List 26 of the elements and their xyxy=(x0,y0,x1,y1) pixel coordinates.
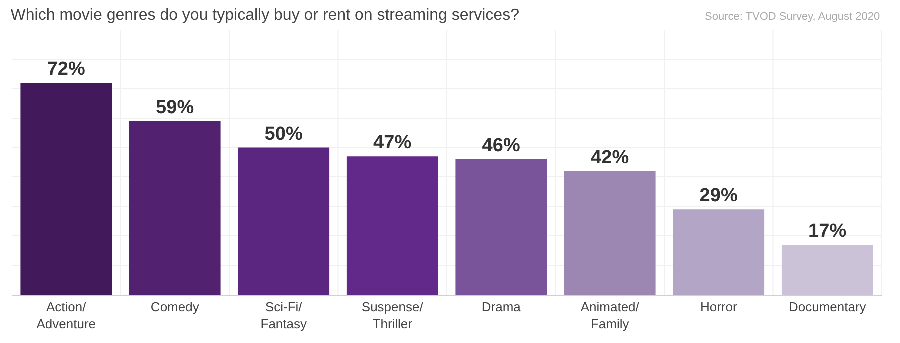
source-note: Source: TVOD Survey, August 2020 xyxy=(705,11,880,23)
data-label: 29% xyxy=(700,186,738,207)
data-label: 47% xyxy=(374,132,412,154)
x-tick-label: Comedy xyxy=(150,300,200,315)
data-label: 46% xyxy=(482,136,520,157)
x-tick-label: Sci-Fi/ Fantasy xyxy=(260,300,308,332)
bar xyxy=(564,171,656,295)
bar xyxy=(456,160,548,295)
bar xyxy=(782,244,874,295)
data-label: 50% xyxy=(264,124,303,145)
chart-title: Which movie genres do you typically buy or rent on streaming services? xyxy=(10,6,520,24)
x-tick-label: Documentary xyxy=(788,300,867,315)
x-tick-label: Horror xyxy=(700,300,738,315)
bar xyxy=(238,148,330,295)
x-tick-label: Action/ Adventure xyxy=(36,300,96,332)
data-label: 59% xyxy=(156,97,194,118)
data-label: 72% xyxy=(47,59,86,80)
x-tick-label: Animated/ Family xyxy=(580,300,640,332)
data-label: 17% xyxy=(808,220,847,242)
bar xyxy=(129,121,221,295)
x-tick-label: Suspense/ Thriller xyxy=(362,300,424,332)
bar xyxy=(673,210,765,295)
x-tick-label: Drama xyxy=(482,300,522,315)
bar xyxy=(20,83,112,295)
bar xyxy=(346,156,438,295)
data-label: 42% xyxy=(591,147,630,168)
